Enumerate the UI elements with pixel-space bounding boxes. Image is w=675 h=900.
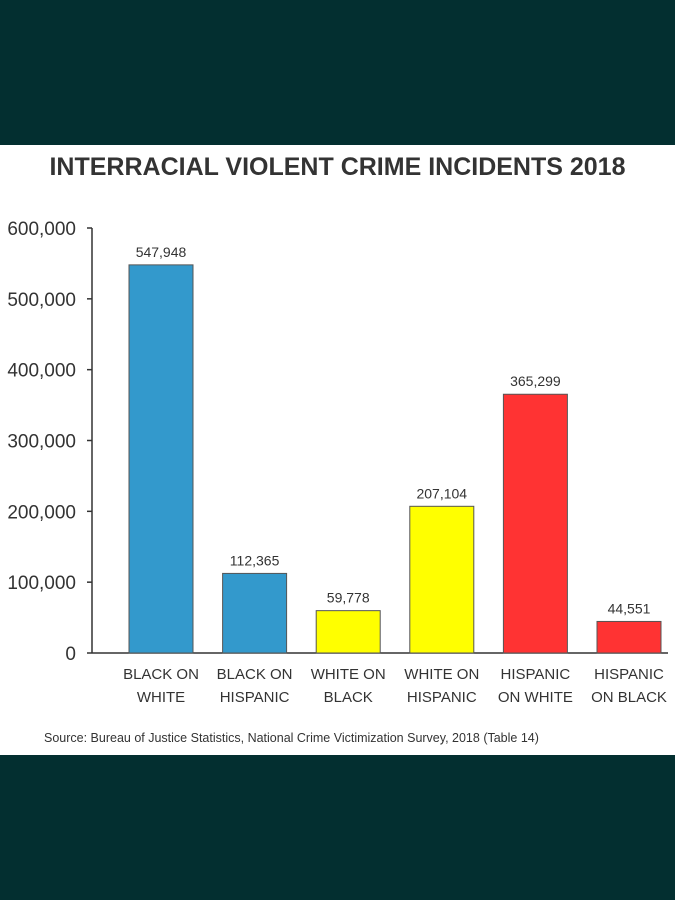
bar <box>128 264 194 654</box>
bar <box>222 572 288 654</box>
x-category-label: BLACK ON <box>217 666 293 683</box>
chart-panel: INTERRACIAL VIOLENT CRIME INCIDENTS 2018… <box>0 145 675 755</box>
y-tick-label: 500,000 <box>7 290 76 311</box>
bar <box>409 505 475 654</box>
x-category-label: BLACK ON <box>123 666 199 683</box>
y-tick-label: 600,000 <box>7 219 76 240</box>
bar-value-label: 547,948 <box>136 244 187 260</box>
x-category-label: HISPANIC <box>594 666 664 683</box>
bar <box>315 610 381 654</box>
bar-value-label: 112,365 <box>230 552 280 568</box>
x-category-label: HISPANIC <box>501 666 571 683</box>
x-category-label: WHITE ON <box>311 666 386 683</box>
x-category-label: WHITE <box>137 689 185 706</box>
bar-value-label: 44,551 <box>608 600 651 616</box>
y-tick-label: 200,000 <box>7 502 76 523</box>
bar <box>502 393 568 654</box>
y-tick-label: 100,000 <box>7 573 76 594</box>
chart-title: INTERRACIAL VIOLENT CRIME INCIDENTS 2018 <box>49 153 626 181</box>
x-category-label: HISPANIC <box>407 689 477 706</box>
x-category-label: ON WHITE <box>498 689 573 706</box>
bar <box>596 620 662 654</box>
bar-value-label: 365,299 <box>510 373 561 389</box>
x-category-label: WHITE ON <box>404 666 479 683</box>
bar-chart: 0 100,000 200,000 300,000 400,000 500,000 600,… <box>7 219 668 706</box>
y-tick-label: 300,000 <box>7 432 76 453</box>
x-category-label: BLACK <box>324 689 373 706</box>
source-note: Source: Bureau of Justice Statistics, Na… <box>44 731 539 745</box>
y-tick-label: 0 <box>65 644 76 665</box>
x-category-label: ON BLACK <box>591 689 667 706</box>
x-category-label: HISPANIC <box>220 689 290 706</box>
bar-value-label: 207,104 <box>416 485 467 501</box>
y-tick-label: 400,000 <box>7 361 76 382</box>
bar-value-label: 59,778 <box>327 590 370 606</box>
